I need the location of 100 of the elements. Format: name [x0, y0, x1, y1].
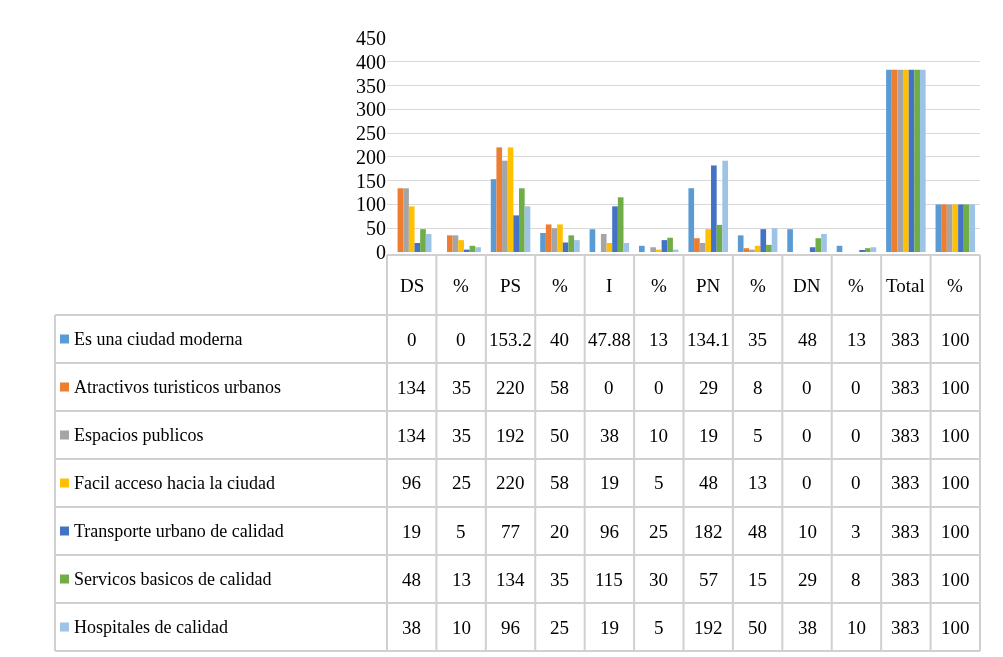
bar	[568, 235, 575, 252]
data-label: 153.2	[489, 329, 532, 350]
data-label: 3	[851, 521, 861, 542]
bar	[958, 204, 964, 252]
bar	[935, 204, 942, 252]
data-label: 48	[402, 569, 421, 590]
y-tick-label: 400	[356, 50, 386, 73]
x-tick-label: %	[947, 275, 963, 296]
bar	[600, 233, 607, 252]
bar	[809, 247, 816, 252]
bar	[722, 160, 728, 252]
bar	[919, 69, 926, 252]
x-tick-label: %	[453, 275, 469, 296]
bar	[655, 249, 662, 252]
bar	[458, 240, 464, 252]
data-label: 30	[649, 569, 668, 590]
data-label: 77	[501, 521, 520, 542]
bar	[475, 247, 481, 252]
data-label: 10	[847, 617, 866, 638]
data-label: 383	[891, 377, 920, 398]
data-label: 100	[941, 521, 970, 542]
bar	[903, 69, 909, 252]
data-label: 5	[654, 617, 664, 638]
data-label: 134	[397, 425, 426, 446]
data-label: 15	[748, 569, 767, 590]
x-tick-label: %	[651, 275, 667, 296]
bar	[864, 248, 871, 252]
bar	[408, 206, 415, 252]
data-label: 13	[847, 329, 866, 350]
data-label: 10	[649, 425, 668, 446]
data-label: 35	[550, 569, 569, 590]
data-label: 100	[941, 377, 970, 398]
data-label: 19	[402, 521, 421, 542]
data-label: 48	[748, 521, 767, 542]
data-label: 10	[452, 617, 471, 638]
data-label: 20	[550, 521, 569, 542]
data-label: 48	[699, 472, 718, 493]
data-label: 134	[397, 377, 426, 398]
y-tick-label: 300	[356, 98, 386, 121]
data-label: 96	[600, 521, 619, 542]
data-label: 100	[941, 617, 970, 638]
data-label: 383	[891, 569, 920, 590]
data-label: 19	[699, 425, 718, 446]
data-label: 0	[802, 472, 812, 493]
x-tick-label: PN	[696, 275, 721, 296]
data-label: 0	[802, 377, 812, 398]
bar	[705, 229, 712, 252]
data-label: 5	[753, 425, 763, 446]
data-label: 0	[851, 472, 861, 493]
y-tick-label: 150	[356, 169, 386, 192]
bar	[574, 240, 580, 252]
bar	[650, 247, 656, 252]
bar	[952, 204, 959, 252]
data-label: 35	[452, 425, 471, 446]
x-tick-label: DN	[793, 275, 821, 296]
y-tick-label: 250	[356, 122, 386, 145]
bar	[787, 229, 793, 252]
bar	[694, 238, 700, 252]
data-label: 25	[452, 472, 471, 493]
bar	[540, 232, 546, 252]
data-label: 100	[941, 472, 970, 493]
bar	[870, 247, 877, 252]
data-label: 100	[941, 569, 970, 590]
y-tick-label: 100	[356, 193, 386, 216]
bar	[815, 238, 822, 252]
bar	[711, 165, 717, 252]
data-label: 58	[550, 472, 569, 493]
x-tick-label: %	[552, 275, 568, 296]
data-label: 0	[407, 329, 417, 350]
bar	[420, 229, 426, 252]
bar	[821, 233, 827, 252]
data-label: 134.1	[687, 329, 730, 350]
data-label: 182	[694, 521, 723, 542]
legend-label: Facil acceso hacia la ciudad	[74, 473, 275, 493]
data-label: 100	[941, 425, 970, 446]
y-tick-label: 50	[366, 217, 386, 240]
bar	[886, 69, 892, 252]
bar	[897, 69, 904, 252]
x-tick-label: PS	[500, 275, 522, 296]
data-label: 192	[496, 425, 525, 446]
bar	[969, 204, 976, 252]
data-label: 383	[891, 617, 920, 638]
bar	[447, 235, 453, 252]
bar	[403, 188, 409, 252]
legend-label: Es una ciudad moderna	[74, 329, 243, 349]
bar	[623, 242, 630, 252]
data-label: 383	[891, 521, 920, 542]
data-label: 50	[748, 617, 767, 638]
legend-label: Atractivos turisticos urbanos	[74, 377, 281, 397]
legend-label: Transporte urbano de calidad	[74, 521, 284, 541]
y-tick-label: 200	[356, 145, 386, 168]
data-label: 8	[753, 377, 763, 398]
data-label: 8	[851, 569, 861, 590]
data-label: 383	[891, 425, 920, 446]
data-label: 25	[649, 521, 668, 542]
bar	[551, 228, 558, 252]
data-label: 19	[600, 472, 619, 493]
data-label: 50	[550, 425, 569, 446]
data-label: 13	[649, 329, 668, 350]
x-tick-label: Total	[886, 275, 925, 296]
